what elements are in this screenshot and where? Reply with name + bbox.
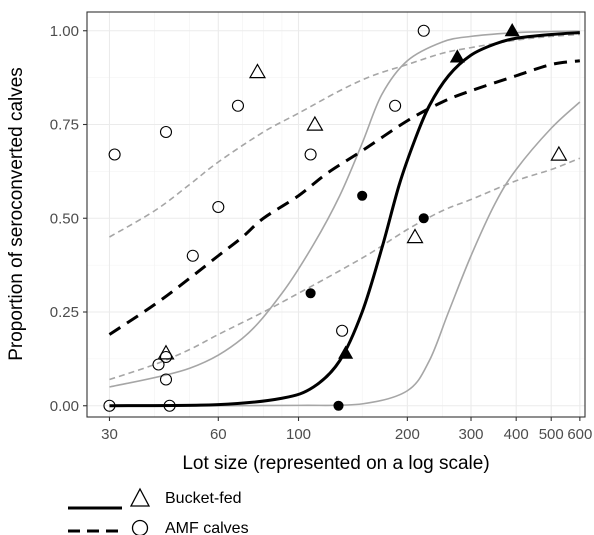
data-point-circle-open [159,125,173,139]
data-point-circle-open [103,399,116,412]
data-point-triangle-filled [504,23,520,37]
plot-panel-border [86,11,586,418]
x-tick-label: 60 [210,426,227,443]
data-point-circle-open [163,399,176,412]
legend-key-amf-circle [131,519,149,535]
data-point-circle-open [304,148,317,161]
data-point-circle-filled [357,190,368,201]
data-point-circle-filled [305,288,316,299]
y-tick-label: 1.00 [50,23,79,40]
data-point-triangle-open [248,63,267,79]
data-point-circle-open [108,148,121,161]
legend-label-amf-calves: AMF calves [165,520,249,535]
data-point-circle-open [152,358,165,371]
x-axis-title: Lot size (represented on a log scale) [182,453,489,474]
y-axis-ticks: 0.00 0.25 0.50 0.75 1.00 [50,23,87,415]
x-tick-label: 600 [567,426,592,443]
data-points [103,23,568,412]
data-point-circle-open [389,99,402,112]
x-tick-label: 300 [458,426,483,443]
data-point-triangle-filled [338,345,354,359]
data-point-circle-open [336,324,349,337]
data-point-triangle-filled [449,49,465,63]
x-axis-ticks: 30 60 100 200 300 400 500 600 [101,417,592,443]
data-point-circle-filled [333,400,344,411]
y-tick-label: 0.50 [50,210,79,227]
y-tick-label: 0.00 [50,398,79,415]
x-tick-label: 30 [101,426,118,443]
data-point-triangle-open [406,228,424,244]
data-point-triangle-open [550,145,568,161]
legend-label-bucket-fed: Bucket-fed [165,490,241,507]
data-point-circle-open [159,373,173,386]
amf-ci-lower [109,157,581,381]
data-point-circle-open [186,249,199,262]
y-axis-title: Proportion of seroconverted calves [6,67,27,361]
bucket-fed-fit-line [109,31,580,408]
data-point-circle-open [417,24,430,37]
x-tick-label: 500 [539,426,564,443]
x-tick-label: 100 [286,426,311,443]
y-tick-label: 0.75 [50,117,79,134]
bucket-fed-ci-lower [109,101,581,407]
x-tick-label: 400 [504,426,529,443]
data-point-circle-open [212,200,225,214]
data-point-circle-open [159,350,173,364]
x-tick-label: 200 [395,426,420,443]
grid-lines [87,12,585,417]
data-point-circle-open [231,99,245,112]
fit-curves [108,30,581,408]
amf-ci-upper [109,33,580,238]
data-point-circle-filled [418,213,429,224]
data-point-triangle-open [306,115,324,131]
amf-fit-line [108,59,581,336]
y-tick-label: 0.25 [50,304,79,321]
legend-key-bucket-fed-triangle [129,487,151,507]
legend: Bucket-fed AMF calves [68,487,249,535]
